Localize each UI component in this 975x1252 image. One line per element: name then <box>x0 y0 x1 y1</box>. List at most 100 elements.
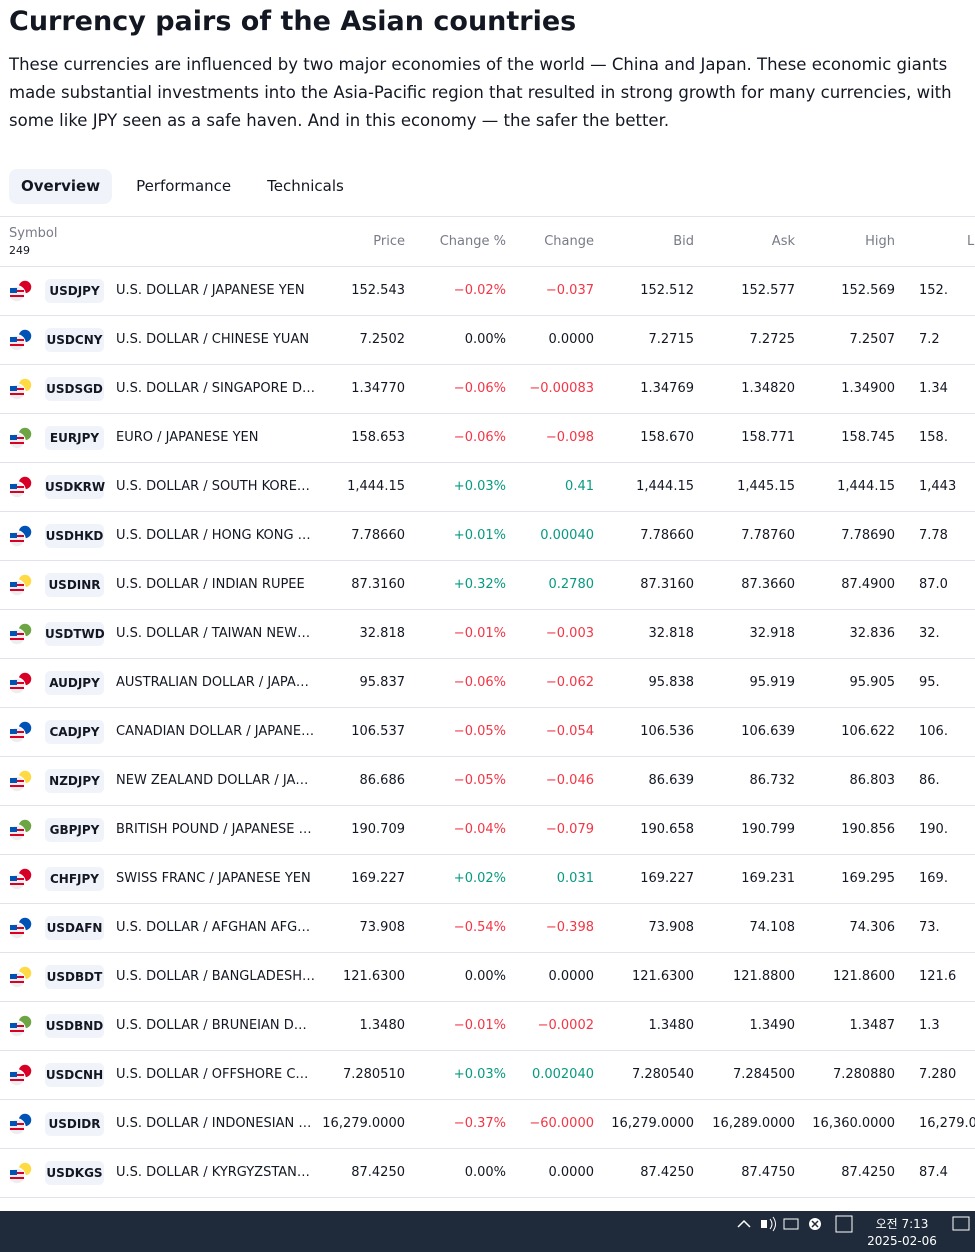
table-cell: 87.4250 <box>841 1165 895 1180</box>
tab[interactable]: Overview <box>9 169 113 204</box>
symbol-badge[interactable]: USDBND <box>45 1014 104 1038</box>
symbol-badge[interactable]: USDJPY <box>45 279 104 303</box>
table-cell: 87.3660 <box>741 577 795 592</box>
symbol-badge[interactable]: USDINR <box>45 573 104 597</box>
pair-name[interactable]: U.S. DOLLAR / BRUNEIAN D… <box>116 1018 307 1033</box>
flag-icon <box>8 720 33 744</box>
symbol-badge[interactable]: USDBDT <box>45 965 104 989</box>
tab[interactable]: Performance <box>136 177 232 195</box>
pair-name[interactable]: CANADIAN DOLLAR / JAPANE… <box>116 724 315 739</box>
table-cell: 0.0000 <box>548 969 595 984</box>
column-header[interactable]: Ask <box>771 234 795 249</box>
pair-name[interactable]: U.S. DOLLAR / BANGLADESH… <box>116 969 316 984</box>
row-divider <box>0 658 975 659</box>
currency-table: Symbol 249 Price Change % Change Bid Ask High… <box>0 216 975 1212</box>
symbol-badge[interactable]: USDCNY <box>45 328 104 352</box>
header-divider <box>0 266 975 267</box>
table-cell: −0.06% <box>453 675 506 690</box>
row-divider <box>0 1050 975 1051</box>
table-cell: 32.818 <box>648 626 695 641</box>
table-cell: +0.03% <box>453 1067 506 1082</box>
column-header[interactable]: Bid <box>673 234 694 249</box>
pair-name[interactable]: AUSTRALIAN DOLLAR / JAPA… <box>116 675 309 690</box>
flag-icon <box>8 965 33 989</box>
pair-name[interactable]: U.S. DOLLAR / OFFSHORE C… <box>116 1067 309 1082</box>
pair-name[interactable]: U.S. DOLLAR / SINGAPORE D… <box>116 381 315 396</box>
symbol-badge[interactable]: USDCNH <box>45 1063 104 1087</box>
clock-time[interactable]: 오전 7:13 <box>875 1217 929 1231</box>
symbol-badge[interactable]: CHFJPY <box>45 867 104 891</box>
taskbar: 오전 7:13 2025-02-06 <box>0 1211 975 1252</box>
flag-icon <box>8 867 33 891</box>
table-cell: 32.818 <box>359 626 406 641</box>
pair-name[interactable]: U.S. DOLLAR / SOUTH KORE… <box>116 479 310 494</box>
table-cell: 0.00% <box>464 1165 506 1180</box>
symbol-badge[interactable]: NZDJPY <box>45 769 104 793</box>
pair-name[interactable]: U.S. DOLLAR / INDONESIAN … <box>116 1116 312 1131</box>
pair-name[interactable]: U.S. DOLLAR / JAPANESE YEN <box>116 283 305 298</box>
row-divider <box>0 952 975 953</box>
flag-icon <box>8 671 33 695</box>
pair-name[interactable]: U.S. DOLLAR / KYRGYZSTAN… <box>116 1165 310 1180</box>
pair-name[interactable]: U.S. DOLLAR / INDIAN RUPEE <box>116 577 305 592</box>
symbol-badge[interactable]: USDHKD <box>45 524 104 548</box>
pair-name[interactable]: BRITISH POUND / JAPANESE … <box>116 822 312 837</box>
flag-icon <box>8 279 33 303</box>
table-cell: 7.2502 <box>359 332 406 347</box>
table-cell: 0.002040 <box>531 1067 594 1082</box>
row-divider <box>0 511 975 512</box>
flag-icon <box>8 622 33 646</box>
table-cell: +0.32% <box>453 577 506 592</box>
table-cell: 87.4250 <box>640 1165 694 1180</box>
row-divider <box>0 1148 975 1149</box>
table-cell: 7.280880 <box>832 1067 895 1082</box>
flag-icon <box>8 377 33 401</box>
symbol-badge[interactable]: AUDJPY <box>45 671 104 695</box>
row-divider <box>0 756 975 757</box>
table-cell: 7.280 <box>919 1067 957 1082</box>
symbol-badge[interactable]: GBPJPY <box>45 818 104 842</box>
pair-name[interactable]: U.S. DOLLAR / HONG KONG … <box>116 528 311 543</box>
symbol-badge[interactable]: CADJPY <box>45 720 104 744</box>
table-cell: 106.639 <box>741 724 795 739</box>
table-cell: 16,360.0000 <box>812 1116 895 1131</box>
table-cell: 86.732 <box>749 773 796 788</box>
flag-icon <box>8 573 33 597</box>
pair-name[interactable]: U.S. DOLLAR / CHINESE YUAN <box>116 332 310 347</box>
table-cell: 87.4250 <box>351 1165 405 1180</box>
symbol-header[interactable]: Symbol <box>9 226 58 241</box>
pair-name[interactable]: EURO / JAPANESE YEN <box>116 430 259 445</box>
symbol-badge[interactable]: USDSGD <box>45 377 104 401</box>
table-cell: 7.78660 <box>640 528 694 543</box>
table-cell: 32.836 <box>849 626 896 641</box>
column-header[interactable]: High <box>865 234 895 249</box>
pair-name[interactable]: U.S. DOLLAR / TAIWAN NEW… <box>116 626 311 641</box>
table-cell: −0.0002 <box>537 1018 594 1033</box>
tab[interactable]: Technicals <box>267 177 344 195</box>
row-divider <box>0 560 975 561</box>
table-cell: 7.2715 <box>648 332 695 347</box>
table-cell: 121.8800 <box>732 969 795 984</box>
column-header[interactable]: Change % <box>439 234 506 249</box>
symbol-badge[interactable]: USDKRW <box>45 475 105 499</box>
table-cell: −0.00083 <box>529 381 594 396</box>
symbol-badge[interactable]: USDTWD <box>45 622 105 646</box>
column-header[interactable]: Price <box>373 234 405 249</box>
column-header[interactable]: Change <box>544 234 594 249</box>
table-cell: 1,444.15 <box>837 479 895 494</box>
pair-name[interactable]: SWISS FRANC / JAPANESE YEN <box>116 871 311 886</box>
table-cell: 7.78660 <box>351 528 405 543</box>
clock-date[interactable]: 2025-02-06 <box>867 1234 937 1248</box>
table-cell: −0.05% <box>453 773 506 788</box>
table-cell: 1,444.15 <box>347 479 405 494</box>
table-cell: 32. <box>919 626 940 641</box>
pair-name[interactable]: U.S. DOLLAR / AFGHAN AFG… <box>116 920 311 935</box>
pair-name[interactable]: NEW ZEALAND DOLLAR / JA… <box>116 773 309 788</box>
column-header[interactable]: L <box>967 234 975 249</box>
table-cell: 73.908 <box>648 920 695 935</box>
symbol-badge[interactable]: USDAFN <box>45 916 104 940</box>
symbol-badge[interactable]: EURJPY <box>45 426 104 450</box>
symbol-badge[interactable]: USDKGS <box>45 1161 104 1185</box>
symbol-badge[interactable]: USDIDR <box>45 1112 104 1136</box>
table-cell: 152.512 <box>640 283 694 298</box>
